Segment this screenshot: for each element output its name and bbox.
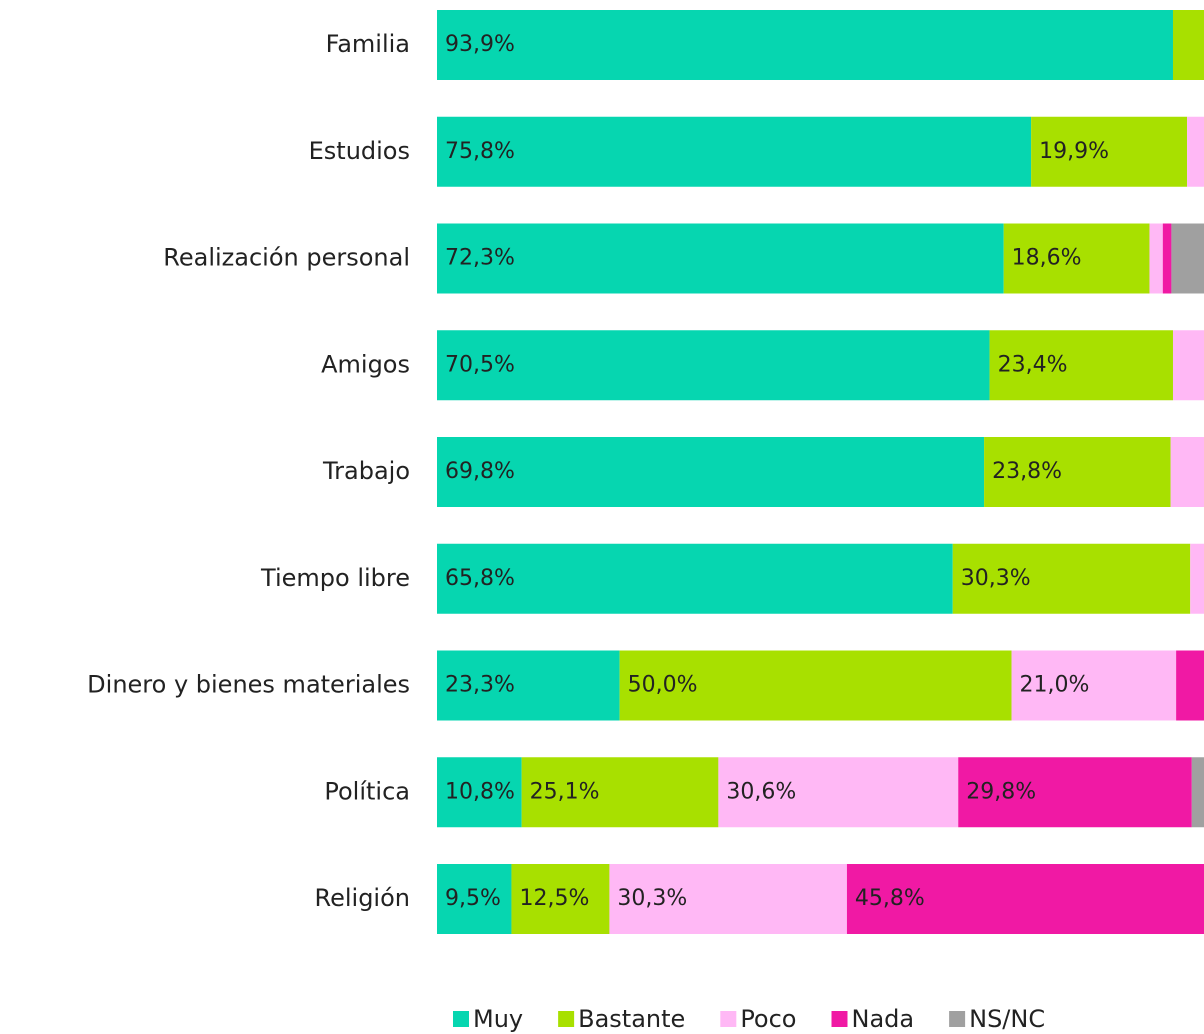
bar-segment xyxy=(437,223,1004,294)
bar-segment xyxy=(1172,10,1204,80)
category-label: Trabajo xyxy=(322,457,410,485)
bar-segment xyxy=(1003,223,1150,294)
legend-label: Bastante xyxy=(578,1005,685,1033)
legend-label: Poco xyxy=(740,1005,796,1033)
category-label: Tiempo libre xyxy=(260,564,410,592)
data-label: 93,9% xyxy=(445,32,515,57)
bar-segment xyxy=(437,650,620,721)
legend-swatch xyxy=(558,1011,575,1027)
bar-segment xyxy=(1162,223,1172,294)
bar-segment xyxy=(718,757,959,828)
bar-segment xyxy=(1187,116,1204,187)
legend-swatch xyxy=(720,1011,737,1027)
bar-segment xyxy=(1171,223,1204,294)
data-label: 70,5% xyxy=(445,352,515,377)
data-label: 9,5% xyxy=(445,886,501,911)
bar-segment xyxy=(1031,116,1188,187)
category-label: Realización personal xyxy=(163,244,410,272)
bar-segment xyxy=(437,864,512,934)
data-label: 23,4% xyxy=(998,352,1068,377)
bar-segment xyxy=(609,864,847,934)
bar-segment xyxy=(984,437,1171,507)
data-label: 75,8% xyxy=(445,139,515,164)
legend-label: NS/NC xyxy=(969,1005,1045,1033)
category-label: Religión xyxy=(315,884,411,912)
bar-segment xyxy=(1149,223,1163,294)
bar-segment xyxy=(952,543,1191,614)
data-label: 50,0% xyxy=(628,673,698,698)
data-label: 23,3% xyxy=(445,673,515,698)
category-label: Estudios xyxy=(309,137,410,165)
data-label: 10,8% xyxy=(445,779,515,804)
bar-segment xyxy=(437,757,522,828)
data-label: 69,8% xyxy=(445,459,515,484)
data-label: 65,8% xyxy=(445,566,515,591)
bar-segment xyxy=(989,330,1173,401)
category-label: Dinero y bienes materiales xyxy=(87,671,410,699)
data-label: 18,6% xyxy=(1012,246,1082,271)
legend-swatch xyxy=(949,1011,966,1027)
bar-segment xyxy=(511,864,610,934)
data-label: 30,3% xyxy=(961,566,1031,591)
data-label: 21,0% xyxy=(1020,673,1090,698)
data-label: 23,8% xyxy=(992,459,1062,484)
bar-segment xyxy=(437,543,953,614)
legend-swatch xyxy=(453,1011,469,1027)
legend-label: Muy xyxy=(473,1005,523,1033)
data-label: 30,6% xyxy=(726,779,796,804)
bar-segment xyxy=(1172,330,1204,401)
bar-segment xyxy=(1176,650,1204,721)
bar-segment xyxy=(619,650,1012,721)
bar-segment xyxy=(1011,650,1177,721)
data-label: 12,5% xyxy=(519,886,589,911)
bar-segment xyxy=(437,10,1173,80)
bar-segment xyxy=(1170,437,1204,507)
bar-segment xyxy=(1190,543,1204,614)
bar-segment xyxy=(958,757,1192,828)
bar-segment xyxy=(846,864,1204,934)
data-label: 25,1% xyxy=(530,779,600,804)
bar-segment xyxy=(1191,757,1204,828)
bar-segment xyxy=(437,116,1032,187)
data-label: 19,9% xyxy=(1039,139,1109,164)
legend-label: Nada xyxy=(852,1005,915,1033)
category-label: Política xyxy=(324,777,410,805)
data-label: 72,3% xyxy=(445,246,515,271)
data-label: 30,3% xyxy=(617,886,687,911)
data-label: 29,8% xyxy=(966,779,1036,804)
data-label: 45,8% xyxy=(855,886,925,911)
bar-segment xyxy=(437,330,990,401)
bar-segment xyxy=(437,437,985,507)
category-label: Familia xyxy=(326,30,410,58)
category-label: Amigos xyxy=(321,350,410,378)
bar-segment xyxy=(521,757,719,828)
legend-swatch xyxy=(831,1011,848,1027)
